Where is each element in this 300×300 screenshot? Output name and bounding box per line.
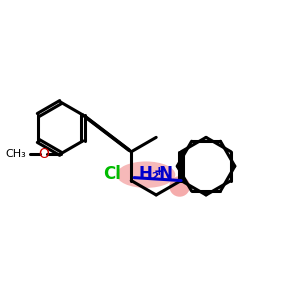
Text: H₂N: H₂N: [139, 165, 174, 183]
Text: CH₃: CH₃: [5, 149, 26, 159]
Text: +: +: [154, 165, 164, 178]
Text: Cl: Cl: [103, 165, 121, 183]
Circle shape: [169, 176, 190, 197]
Text: O: O: [38, 147, 49, 161]
Ellipse shape: [116, 161, 175, 188]
